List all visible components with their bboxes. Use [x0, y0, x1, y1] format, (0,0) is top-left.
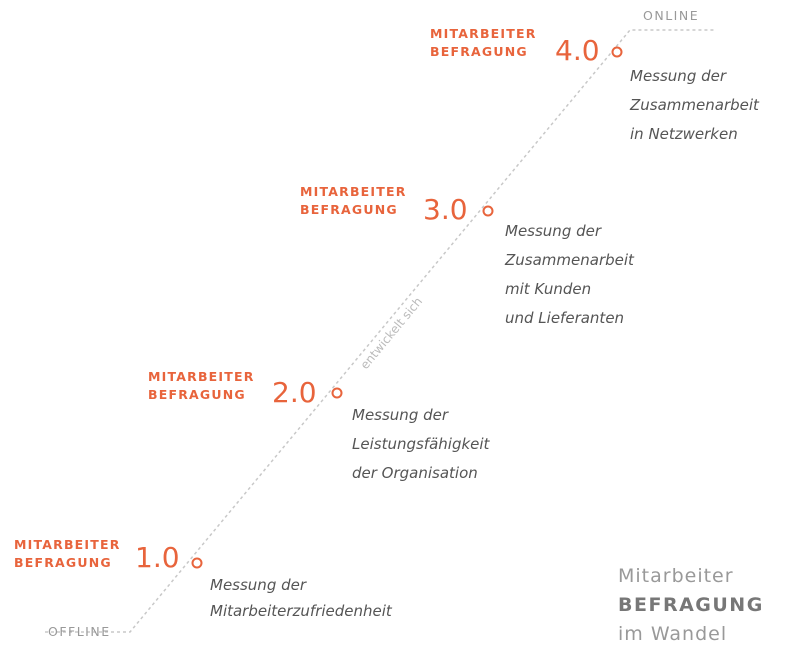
offline-label: OFFLINE	[48, 624, 111, 639]
stage-label: MITARBEITER	[14, 537, 121, 552]
stage-version: 4.0	[555, 34, 600, 67]
stage-label: MITARBEITER	[300, 184, 407, 199]
stage-description: und Lieferanten	[505, 309, 624, 327]
stage-description: Messung der	[210, 576, 307, 594]
stage-version: 2.0	[272, 376, 317, 409]
timeline	[45, 29, 715, 633]
stage-description: mit Kunden	[505, 280, 591, 298]
online-label: ONLINE	[643, 8, 699, 23]
stage-label: BEFRAGUNG	[148, 387, 246, 402]
stage-label: BEFRAGUNG	[300, 202, 398, 217]
stage-description: Zusammenarbeit	[629, 96, 760, 114]
title-line: Mitarbeiter	[618, 565, 734, 587]
stage-description: Messung der	[352, 406, 449, 424]
stage-dot	[482, 205, 494, 217]
stage-description: Mitarbeiterzufriedenheit	[210, 602, 393, 620]
stage-label: BEFRAGUNG	[430, 44, 528, 59]
trend-label: entwickelt sich	[358, 294, 426, 371]
stage-dot	[331, 387, 343, 399]
stage-dot	[191, 557, 203, 569]
stage-description: Messung der	[630, 67, 727, 85]
stage-version: 1.0	[135, 541, 180, 574]
stage-version: 3.0	[423, 193, 468, 226]
stage-description: Messung der	[505, 222, 602, 240]
stage-description: in Netzwerken	[630, 125, 738, 143]
stage-label: MITARBEITER	[430, 26, 537, 41]
title-line: im Wandel	[618, 623, 727, 645]
stage-description: Leistungsfähigkeit	[352, 435, 491, 453]
stage-label: BEFRAGUNG	[14, 555, 112, 570]
stage-dot	[611, 46, 623, 58]
stage-description: Zusammenarbeit	[504, 251, 635, 269]
stage-description: der Organisation	[352, 464, 478, 482]
stage-label: MITARBEITER	[148, 369, 255, 384]
title-line: BEFRAGUNG	[618, 594, 764, 616]
